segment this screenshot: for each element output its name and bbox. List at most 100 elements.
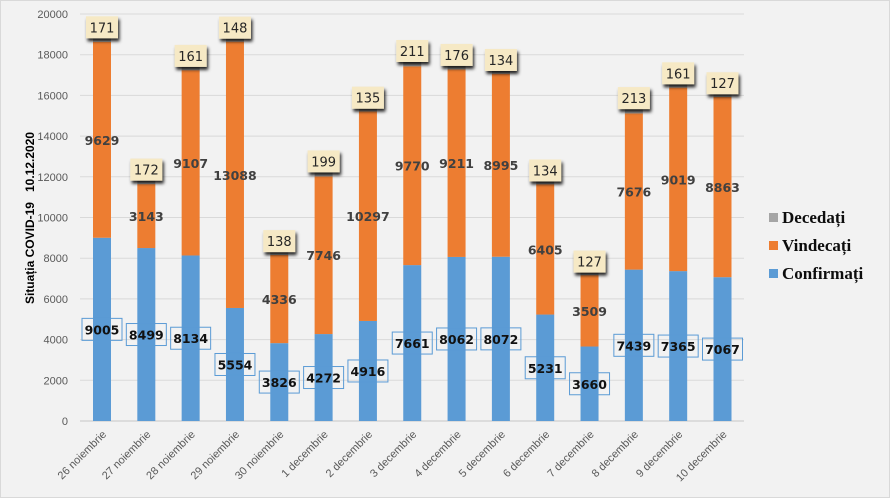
value-label: 161 (666, 67, 691, 82)
value-label: 134 (488, 54, 513, 69)
bar-vindecati (447, 69, 466, 257)
value-label: 172 (134, 164, 159, 179)
value-label: 127 (577, 256, 602, 271)
bar-confirmati (270, 343, 289, 421)
bar-decedati (93, 38, 111, 42)
y-tick-label: 10000 (37, 213, 68, 225)
bar-vindecati (624, 113, 643, 270)
legend-label: Decedați (782, 208, 846, 228)
label-confirmati: 3826 (258, 370, 300, 394)
value-label: 199 (311, 155, 336, 170)
y-tick-label: 4000 (44, 335, 68, 347)
label-vindecati: 4336 (262, 292, 297, 307)
value-label: 3826 (262, 375, 297, 390)
value-label: 7661 (395, 336, 430, 351)
label-box (86, 16, 118, 39)
bar-decedati (713, 94, 732, 97)
label-box (657, 334, 699, 358)
value-label: 176 (444, 49, 469, 64)
bar-confirmati (669, 271, 688, 421)
value-label: 148 (223, 22, 248, 37)
label-decedati: 127 (706, 72, 739, 95)
y-tick-label: 8000 (44, 253, 68, 265)
label-box (218, 16, 251, 39)
bar-confirmati (181, 255, 200, 421)
legend-swatch (769, 213, 778, 222)
label-vindecati: 7676 (616, 185, 651, 200)
label-box (524, 356, 566, 380)
x-tick-label: 2 decembrie (324, 429, 375, 480)
label-decedati: 148 (218, 16, 251, 39)
value-label: 8062 (439, 332, 474, 347)
label-box (125, 323, 167, 347)
label-box (303, 366, 345, 390)
label-box (529, 159, 562, 182)
legend-label: Vindecați (782, 236, 852, 256)
bar-confirmati (137, 248, 156, 421)
x-tick-label: 7 decembrie (545, 429, 596, 480)
label-box (391, 331, 433, 355)
label-box (573, 250, 606, 273)
value-label: 9005 (85, 322, 120, 337)
x-tick-label: 8 decembrie (590, 429, 641, 480)
y-tick-label: 20000 (37, 9, 68, 21)
value-label: 161 (178, 50, 203, 65)
bar-confirmati (536, 314, 555, 421)
value-label: 134 (533, 164, 558, 179)
bar-vindecati (580, 275, 599, 347)
label-decedati: 171 (86, 16, 118, 39)
label-box (480, 327, 522, 351)
label-vindecati: 9770 (395, 159, 430, 174)
label-vindecati: 13088 (213, 168, 257, 183)
legend: Decedați Vindecați Confirmați (769, 208, 863, 284)
value-label: 7067 (705, 342, 740, 357)
label-box (396, 39, 429, 62)
label-confirmati: 8062 (436, 327, 478, 351)
label-confirmati: 5231 (524, 356, 566, 380)
value-label: 4916 (351, 364, 386, 379)
label-decedati: 172 (130, 158, 163, 181)
value-label: 3660 (572, 377, 607, 392)
value-label: 4272 (306, 371, 341, 386)
label-confirmati: 3660 (569, 372, 611, 396)
bar-decedati (358, 108, 377, 112)
label-decedati: 134 (484, 48, 517, 71)
label-confirmati: 9005 (81, 317, 123, 341)
label-decedati: 161 (174, 44, 207, 67)
bar-confirmati (713, 277, 732, 421)
label-decedati: 213 (617, 87, 650, 110)
bar-confirmati (580, 346, 599, 421)
label-box (347, 359, 389, 383)
bar-decedati (669, 84, 688, 88)
legend-swatch (769, 241, 778, 250)
label-vindecati: 9019 (661, 172, 696, 187)
bar-confirmati (93, 237, 111, 421)
value-label: 135 (356, 92, 381, 107)
value-label: 5554 (218, 357, 253, 372)
bar-confirmati (403, 265, 422, 421)
y-tick-label: 2000 (44, 375, 68, 387)
label-box (258, 370, 300, 394)
value-label: 138 (267, 235, 292, 250)
label-box (440, 43, 473, 66)
bar-vindecati (491, 73, 510, 257)
bar-decedati (314, 172, 333, 177)
bar-confirmati (358, 320, 377, 421)
bars (93, 38, 732, 421)
y-tick-label: 16000 (37, 90, 68, 102)
bar-vindecati (358, 111, 377, 321)
value-label: 213 (621, 92, 646, 107)
y-axis-ticks: 0 2000 4000 6000 8000 10000 12000 14000 16000 180… (37, 9, 68, 428)
bar-vindecati (181, 70, 200, 256)
x-tick-label: 6 decembrie (501, 429, 552, 480)
label-box (170, 326, 212, 350)
bar-decedati (403, 61, 422, 67)
label-decedati: 127 (573, 250, 606, 273)
bar-decedati (225, 38, 244, 42)
value-label: 7365 (661, 339, 696, 354)
label-confirmati: 4272 (303, 366, 345, 390)
data-labels: 9005 9629 171 8499 3143 172 8134 9107 161 5554 130… (81, 16, 743, 396)
value-label: 7439 (616, 338, 651, 353)
label-box (214, 352, 256, 376)
